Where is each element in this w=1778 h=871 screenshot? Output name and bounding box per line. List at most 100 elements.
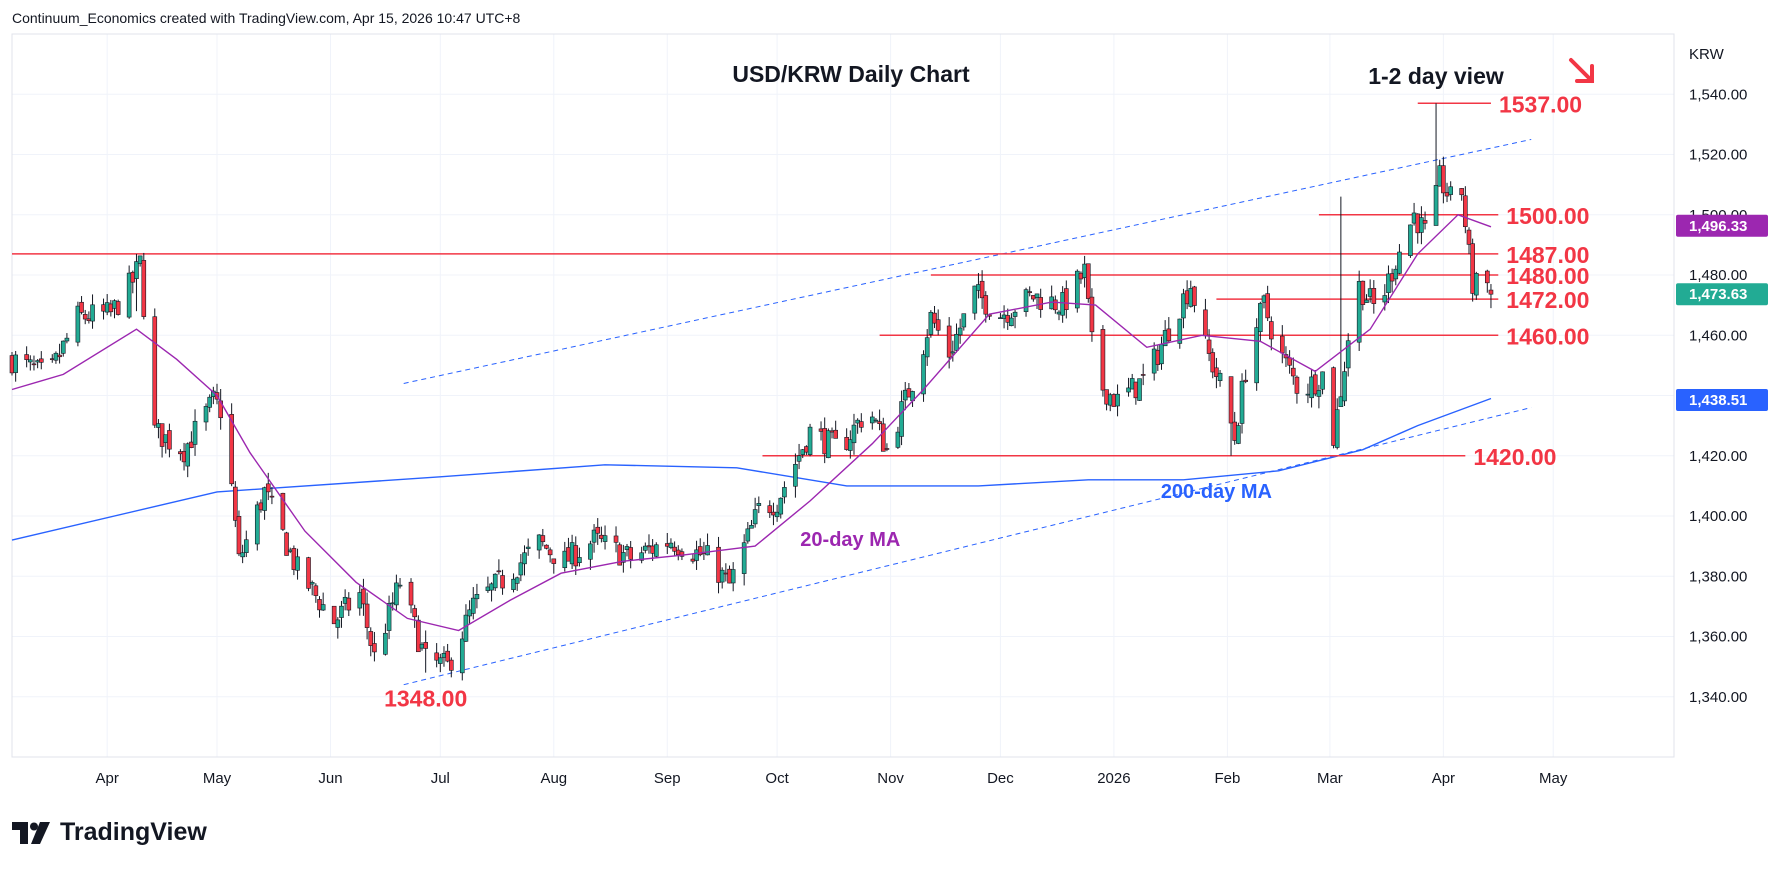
candle [500,569,505,595]
candle [1265,285,1270,322]
trend-channel [403,138,1532,686]
candle [957,318,963,344]
candle [719,567,725,589]
candle-body [643,545,648,551]
candle-body [833,429,838,439]
candle-body [826,430,831,459]
candle-body [1027,291,1033,293]
candle-body [1422,220,1428,224]
candle-body [522,552,527,565]
candle-body [679,551,685,557]
candle [848,430,853,459]
candle [192,409,198,456]
candle [1393,265,1399,286]
candle [79,296,84,315]
candle-body [859,421,864,428]
candle [423,630,428,673]
y-tick-label: 1,420.00 [1689,448,1747,465]
candle-body [1243,379,1248,382]
candle [643,542,648,554]
candle-body [525,546,531,549]
candle-body [961,313,967,328]
candle-body [368,631,374,646]
time-axis[interactable]: Apr May Jun Jul Aug Sep Oct Nov Dec 2026 Feb Mar Apr… [12,756,1674,787]
candle [1214,357,1219,389]
candle-body [668,542,674,548]
candle-body [536,534,542,551]
candle [1386,265,1391,304]
candle [668,538,674,550]
candle [1331,366,1336,449]
candle [459,631,465,681]
candle [1345,333,1351,377]
candle [115,299,121,316]
candle-body [306,557,311,589]
candle [1034,293,1040,309]
candle [752,497,758,528]
candle [1166,317,1172,344]
candle [877,409,882,431]
y-tick-label: 1,480.00 [1689,267,1747,284]
candle-body [331,605,337,625]
candle-body [899,401,904,437]
y-tick-label: 1,340.00 [1689,689,1747,706]
candle [1089,288,1095,342]
candle [807,423,813,457]
candle [540,528,546,547]
candle-body [628,547,633,560]
candle [1177,318,1183,349]
candle-body [24,354,29,360]
candle-body [1269,321,1274,340]
x-tick-label: Jul [431,770,450,787]
candle [588,540,593,570]
candle [189,431,194,449]
candle-body [1210,352,1216,373]
candle-body [924,337,930,358]
ma200-line [11,397,1492,541]
candle [236,510,242,557]
candle [591,524,597,553]
candle-body [653,544,659,557]
candle [1441,156,1446,204]
price-badge [1676,388,1768,411]
candle-body [229,414,234,485]
candle [547,547,553,563]
currency-label: KRW [1689,46,1725,63]
candle [1100,325,1106,397]
candle-body [1484,270,1490,284]
candle-body [1089,296,1095,333]
candle-body [31,363,37,366]
y-tick-label: 1,400.00 [1689,508,1747,525]
candle [309,580,315,596]
candle [1342,361,1347,406]
candle-body [233,486,238,521]
candle-body [1239,380,1245,424]
candle-body [954,333,959,351]
tradingview-footer[interactable]: TradingView [12,818,207,847]
candle-body [613,535,619,543]
y-tick-label: 1,520.00 [1689,147,1747,164]
candle [1364,294,1369,303]
candle [1243,369,1248,384]
level-label: 1500.00 [1506,203,1589,229]
candle [1338,196,1344,407]
candle-body [752,509,758,525]
candle-body [873,419,879,422]
candle [295,548,300,580]
candle-body [1419,217,1424,233]
candle [793,453,798,498]
candle-body [741,542,747,574]
candle-body [851,424,857,444]
candle [60,340,66,357]
candle [628,541,633,569]
candle [1023,287,1029,317]
candle [320,592,326,611]
candle-body [979,280,985,299]
ma20-line [11,213,1492,632]
candle [1459,188,1464,201]
candle [141,252,147,320]
candle-body [932,312,937,324]
tradingview-logo-icon [12,821,50,844]
candle-body [1345,340,1351,369]
